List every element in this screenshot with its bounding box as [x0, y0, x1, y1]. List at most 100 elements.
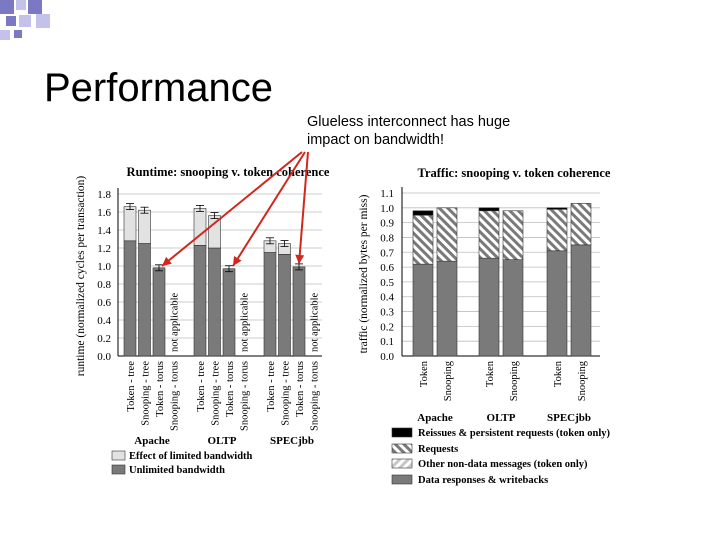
- callout-arrowhead: [233, 255, 242, 266]
- not-applicable-label: not applicable: [240, 292, 251, 352]
- runtime-group-label: Apache: [134, 435, 170, 447]
- runtime-y-tick: 1.6: [97, 207, 111, 219]
- corner-square-3: [28, 0, 42, 14]
- traffic-bar-segment: [412, 214, 434, 265]
- runtime-y-tick: 0.0: [97, 351, 111, 363]
- traffic-group-label: Apache: [417, 412, 453, 424]
- runtime-x-tick: Snooping - tree: [211, 361, 222, 426]
- corner-square-8: [14, 30, 22, 38]
- corner-square-1: [0, 0, 14, 14]
- traffic-bar-segment: [502, 210, 524, 260]
- corner-square-5: [19, 15, 31, 27]
- runtime-bar-unlimited: [208, 247, 221, 357]
- runtime-x-tick: Snooping - tree: [141, 361, 152, 426]
- runtime-group-label: OLTP: [208, 435, 237, 447]
- traffic-x-tick: Token: [419, 360, 430, 387]
- runtime-x-tick: Token - torus: [225, 361, 236, 417]
- not-applicable-label: not applicable: [310, 292, 321, 352]
- corner-square-7: [0, 30, 10, 40]
- runtime-y-tick: 1.8: [97, 189, 111, 201]
- runtime-legend-swatch: [111, 450, 126, 461]
- runtime-bar-unlimited: [193, 245, 207, 357]
- runtime-y-tick: 1.0: [97, 261, 111, 273]
- runtime-x-tick: Token - tree: [266, 361, 277, 412]
- traffic-bar-segment: [412, 263, 434, 357]
- traffic-y-tick: 0.5: [380, 277, 394, 289]
- traffic-y-tick: 0.6: [380, 262, 394, 274]
- traffic-legend-label: Requests: [418, 444, 458, 455]
- traffic-bar-segment: [546, 209, 568, 252]
- traffic-x-tick: Token: [553, 360, 564, 387]
- callout-arrow: [161, 151, 303, 267]
- runtime-bar-limited: [123, 206, 137, 242]
- traffic-bar-segment: [478, 257, 500, 357]
- runtime-x-tick: Token - tree: [126, 361, 137, 412]
- traffic-bar-segment: [570, 203, 592, 246]
- runtime-x-tick: Token - torus: [155, 361, 166, 417]
- traffic-y-tick: 0.7: [380, 247, 394, 259]
- traffic-bar-segment: [436, 207, 458, 262]
- runtime-x-tick: Snooping - torus: [240, 361, 251, 431]
- callout-arrowhead: [162, 256, 172, 266]
- traffic-y-tick: 0.1: [380, 336, 394, 348]
- runtime-x-tick: Snooping - torus: [170, 361, 181, 431]
- runtime-group-label: SPECjbb: [270, 435, 314, 447]
- runtime-chart: Runtime: snooping v. token coherence 0.0 0…: [75, 165, 330, 447]
- traffic-legend-swatch: [391, 458, 413, 469]
- traffic-group-label: OLTP: [487, 412, 516, 424]
- runtime-y-label: runtime (normalized cycles per transacti…: [75, 176, 87, 377]
- traffic-bar-segment: [478, 207, 500, 212]
- runtime-y-tick: 0.2: [97, 333, 111, 345]
- runtime-y-tick: 1.4: [97, 225, 111, 237]
- callout-arrow: [298, 151, 309, 265]
- traffic-bar-segment: [478, 210, 500, 259]
- traffic-legend-swatch: [391, 474, 413, 485]
- traffic-y-tick: 0.8: [380, 232, 394, 244]
- traffic-x-tick: Snooping: [509, 360, 520, 401]
- runtime-bar-limited: [138, 209, 151, 244]
- traffic-legend-label: Other non-data messages (token only): [418, 459, 588, 470]
- runtime-y-tick: 0.4: [97, 315, 111, 327]
- traffic-chart-title: Traffic: snooping v. token coherence: [418, 166, 611, 180]
- runtime-bar-unlimited: [138, 243, 151, 357]
- traffic-x-tick: Snooping: [577, 360, 588, 401]
- legends: Effect of limited bandwidth Unlimited ban…: [111, 427, 611, 486]
- callout-arrow: [232, 151, 306, 267]
- not-applicable-label: not applicable: [170, 292, 181, 352]
- traffic-group-label: SPECjbb: [547, 412, 591, 424]
- corner-square-6: [36, 14, 50, 28]
- runtime-x-tick: Token - tree: [196, 361, 207, 412]
- traffic-legend-label: Data responses & writebacks: [418, 475, 548, 486]
- traffic-y-tick: 0.0: [380, 351, 394, 363]
- runtime-bar-unlimited: [278, 254, 291, 357]
- traffic-bar-segment: [502, 259, 524, 357]
- traffic-chart: Traffic: snooping v. token coherence 0.0 0…: [358, 166, 611, 424]
- traffic-y-tick: 0.2: [380, 321, 394, 333]
- traffic-bar-segment: [436, 260, 458, 357]
- runtime-y-tick: 0.8: [97, 279, 111, 291]
- traffic-bar-segment: [570, 244, 592, 357]
- runtime-x-tick: Token - torus: [295, 361, 306, 417]
- runtime-x-tick: Snooping - tree: [281, 361, 292, 426]
- traffic-legend-swatch: [391, 427, 413, 438]
- traffic-bar-segment: [546, 250, 568, 357]
- runtime-legend-label: Effect of limited bandwidth: [129, 451, 253, 462]
- traffic-y-tick: 0.3: [380, 307, 394, 319]
- corner-square-2: [16, 0, 26, 10]
- traffic-bar-segment: [412, 210, 434, 216]
- runtime-bar-unlimited: [123, 240, 137, 357]
- traffic-bar-segment: [546, 207, 568, 210]
- corner-square-4: [6, 16, 16, 26]
- callout-text: Glueless interconnect has huge impact on…: [307, 114, 511, 148]
- runtime-x-tick: Snooping - torus: [310, 361, 321, 431]
- runtime-chart-title: Runtime: snooping v. token coherence: [127, 165, 330, 179]
- traffic-legend-label: Reissues & persistent requests (token on…: [418, 428, 611, 439]
- runtime-y-tick: 0.6: [97, 297, 111, 309]
- runtime-bar-unlimited: [222, 268, 236, 357]
- runtime-legend-swatch: [111, 464, 126, 475]
- runtime-bar-unlimited: [292, 266, 306, 357]
- slide-title: Performance: [44, 66, 273, 110]
- runtime-legend-label: Unlimited bandwidth: [129, 465, 225, 476]
- traffic-y-tick: 1.0: [380, 203, 394, 215]
